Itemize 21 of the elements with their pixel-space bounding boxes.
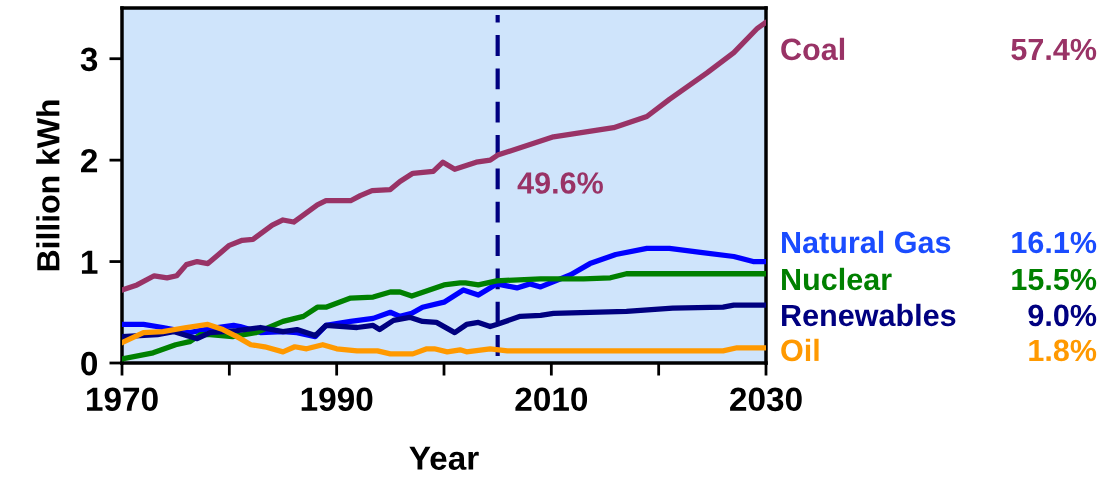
text: 16.1% xyxy=(1012,231,1097,254)
x-tick-label: 1990 xyxy=(301,387,373,412)
x-tick-label: 2010 xyxy=(515,387,588,412)
y-tick-label: 2 xyxy=(81,148,98,173)
x-axis-title: Year xyxy=(409,446,479,470)
y-tick-label: 1 xyxy=(81,250,98,274)
text: 9.0% xyxy=(1028,304,1097,327)
text: 57.4% xyxy=(1011,38,1097,61)
y-tick-label: 0 xyxy=(81,351,98,376)
series-label: Coal xyxy=(781,37,845,61)
series-label: Natural Gas xyxy=(782,230,951,254)
text: 1.8% xyxy=(1029,339,1097,362)
y-tick-label: 3 xyxy=(80,47,98,72)
series-label: Renewables xyxy=(782,303,956,327)
annotation: 49.6% xyxy=(517,172,603,194)
series-label: Oil xyxy=(781,338,819,362)
y-axis-title: Billion kWh xyxy=(36,100,60,271)
x-tick-label: 1970 xyxy=(87,387,158,412)
x-tick-label: 2030 xyxy=(730,387,802,412)
series-label: Nuclear xyxy=(782,267,892,291)
text: 15.5% xyxy=(1012,268,1097,291)
